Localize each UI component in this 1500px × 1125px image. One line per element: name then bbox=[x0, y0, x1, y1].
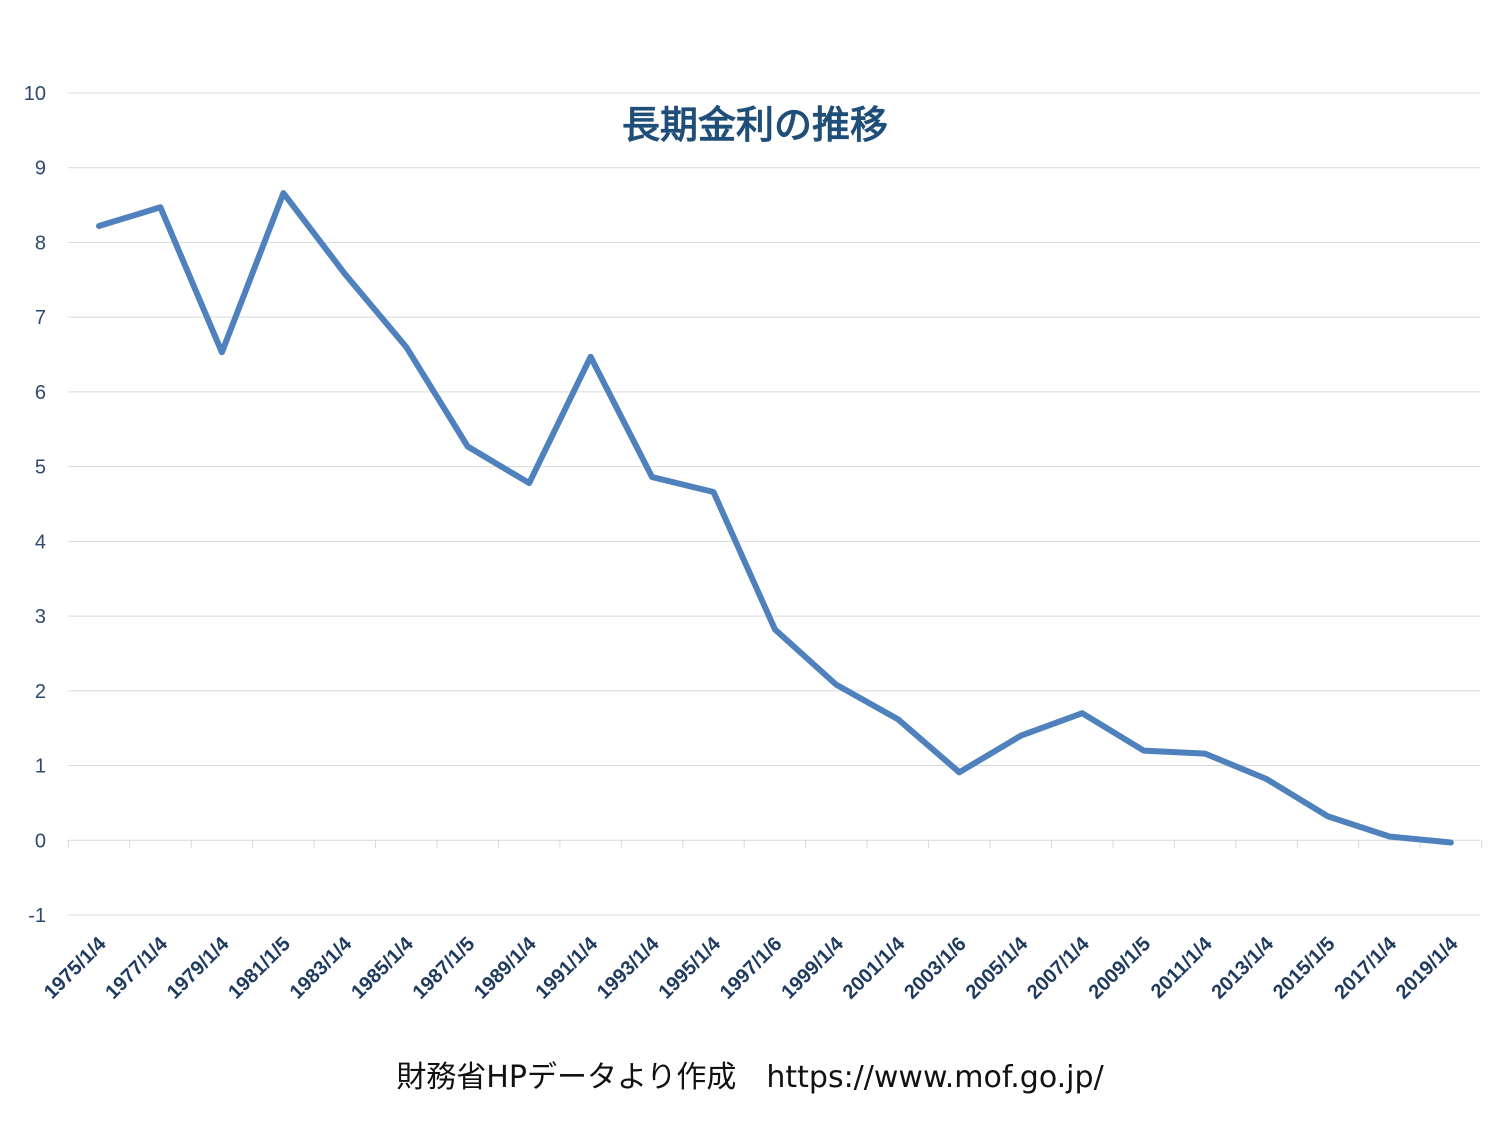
data-point bbox=[1263, 775, 1271, 783]
series-layer bbox=[95, 189, 1455, 847]
y-tick-label: 9 bbox=[35, 158, 46, 180]
x-tick-label: 2013/1/4 bbox=[1207, 932, 1278, 1003]
data-point bbox=[525, 479, 533, 487]
chart-title: 長期金利の推移 bbox=[622, 103, 888, 147]
x-tick-label: 1985/1/4 bbox=[347, 932, 418, 1003]
y-tick-label: 8 bbox=[35, 232, 46, 254]
data-point bbox=[1201, 750, 1209, 758]
x-tick-label: 1983/1/4 bbox=[286, 932, 357, 1003]
y-tick-label: 10 bbox=[24, 83, 46, 105]
x-tick-label: 2017/1/4 bbox=[1330, 932, 1401, 1003]
data-point bbox=[341, 270, 349, 278]
y-tick-label: 5 bbox=[35, 457, 46, 479]
y-tick-label: 6 bbox=[35, 382, 46, 404]
data-point bbox=[771, 626, 779, 634]
data-point bbox=[156, 203, 164, 211]
source-note: 財務省HPデータより作成 https://www.mof.go.jp/ bbox=[396, 1060, 1104, 1095]
data-point bbox=[955, 768, 963, 776]
gridlines bbox=[68, 92, 1480, 916]
x-tick-label: 1995/1/4 bbox=[654, 932, 725, 1003]
y-tick-label: 1 bbox=[35, 756, 46, 778]
data-point bbox=[1324, 812, 1332, 820]
x-tick-label: 2007/1/4 bbox=[1023, 932, 1094, 1003]
data-point bbox=[464, 442, 472, 450]
data-point bbox=[1078, 709, 1086, 717]
x-tick-label: 2001/1/4 bbox=[839, 932, 910, 1003]
data-point bbox=[402, 343, 410, 351]
y-tick-label: 4 bbox=[35, 531, 46, 553]
x-tick-label: 1987/1/5 bbox=[409, 933, 480, 1004]
x-tick-label: 1997/1/6 bbox=[716, 933, 787, 1004]
x-axis-tick-labels: 1975/1/41977/1/41979/1/41981/1/51983/1/4… bbox=[40, 932, 1463, 1003]
data-point bbox=[894, 715, 902, 723]
data-point bbox=[832, 681, 840, 689]
x-tick-label: 2019/1/4 bbox=[1392, 932, 1463, 1003]
data-point bbox=[648, 473, 656, 481]
y-tick-label: 2 bbox=[35, 681, 46, 703]
data-point bbox=[1140, 747, 1148, 755]
y-tick-label: -1 bbox=[28, 905, 46, 927]
series-line bbox=[96, 190, 1454, 846]
data-point bbox=[587, 353, 595, 361]
x-tick-label: 2011/1/4 bbox=[1147, 932, 1217, 1002]
y-axis-tick-labels: -1 0 1 2 3 4 5 6 7 8 9 10 bbox=[24, 83, 46, 927]
x-tick-label: 1989/1/4 bbox=[470, 932, 541, 1003]
y-tick-label: 3 bbox=[35, 606, 46, 628]
data-point bbox=[279, 189, 287, 197]
data-point bbox=[1385, 833, 1393, 841]
data-point bbox=[1447, 839, 1455, 847]
data-point bbox=[218, 348, 226, 356]
x-tick-label: 2009/1/5 bbox=[1085, 933, 1156, 1004]
x-tick-label: 1991/1/4 bbox=[532, 932, 603, 1003]
x-tick-label: 1977/1/4 bbox=[101, 932, 172, 1003]
data-point bbox=[710, 488, 718, 496]
x-tick-label: 1975/1/4 bbox=[40, 932, 111, 1003]
x-tick-label: 2005/1/4 bbox=[962, 932, 1033, 1003]
x-tick-label: 2003/1/6 bbox=[900, 933, 971, 1004]
x-tick-label: 1993/1/4 bbox=[593, 932, 664, 1003]
x-axis-ticks bbox=[67, 840, 1483, 849]
y-tick-label: 0 bbox=[35, 830, 46, 852]
data-point bbox=[1017, 732, 1025, 740]
x-tick-label: 1979/1/4 bbox=[163, 932, 234, 1003]
y-tick-label: 7 bbox=[35, 307, 46, 329]
data-point bbox=[95, 222, 103, 230]
x-tick-label: 2015/1/5 bbox=[1269, 933, 1340, 1004]
x-tick-label: 1999/1/4 bbox=[777, 932, 848, 1003]
x-tick-label: 1981/1/5 bbox=[224, 933, 295, 1004]
